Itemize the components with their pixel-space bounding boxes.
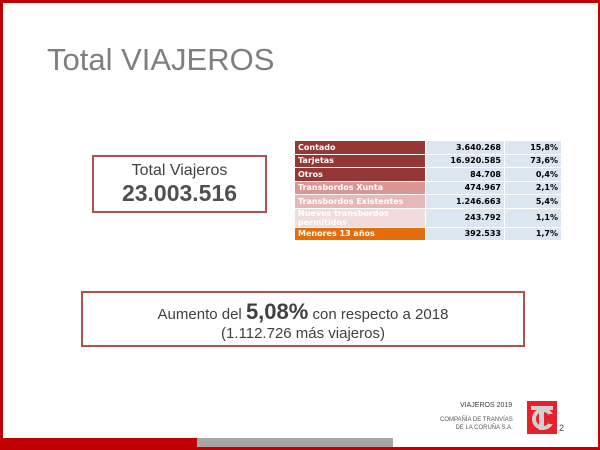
cell-label: Transbordos Xunta [295,181,425,194]
company-line2: DE LA CORUÑA S.A. [455,425,513,431]
frame-bottom [0,447,600,450]
frame-left [0,0,3,450]
cell-pct: 5,4% [505,195,561,208]
company-line1: COMPAÑÍA DE TRANVÍAS [440,417,513,423]
table-row: Nuevos transbordos permitidos 243.792 1,1% [295,208,561,227]
increase-suffix: con respecto a 2018 [308,306,449,323]
increase-prefix: Aumento del [157,306,246,323]
cell-label: Contado [295,141,425,154]
table-row: Tarjetas 16.920.585 73,6% [295,154,561,167]
footer-band-red [0,438,197,450]
cell-value: 3.640.268 [426,141,504,154]
cell-pct: 1,1% [505,208,561,227]
cell-value: 243.792 [426,208,504,227]
cell-value: 1.246.663 [426,195,504,208]
cell-label: Nuevos transbordos permitidos [295,208,425,227]
footer-band-gray [197,438,393,447]
cell-pct: 15,8% [505,141,561,154]
company-logo [527,401,557,434]
increase-box: Aumento del 5,08% con respecto a 2018 (1… [81,291,525,347]
cell-pct: 2,1% [505,181,561,194]
table-row: Transbordos Xunta 474.967 2,1% [295,181,561,194]
cell-pct: 1,7% [505,227,561,240]
table-row: Contado 3.640.268 15,8% [295,141,561,154]
cell-value: 392.533 [426,227,504,240]
cell-value: 16.920.585 [426,154,504,167]
total-value: 23.003.516 [121,180,238,206]
cell-pct: 0,4% [505,168,561,181]
cell-value: 474.967 [426,181,504,194]
cell-label: Tarjetas [295,154,425,167]
frame-top [0,0,600,3]
total-box: Total Viajeros 23.003.516 [92,155,267,213]
footer-section: VIAJEROS 2019 [460,402,513,409]
breakdown-table: Contado 3.640.268 15,8% Tarjetas 16.920.585 7… [294,140,562,241]
page-title: Total VIAJEROS [47,42,275,77]
table-row: Transbordos Existentes 1.246.663 5,4% [295,195,561,208]
frame-right [598,0,600,450]
table-row: Otros 84.708 0,4% [295,168,561,181]
cell-pct: 73,6% [505,154,561,167]
page-number: 2 [559,423,565,433]
footer-company: COMPAÑÍA DE TRANVÍAS DE LA CORUÑA S.A. [440,416,513,432]
table-row: Menores 13 años 392.533 1,7% [295,227,561,240]
increase-pct: 5,08% [245,299,309,324]
cell-value: 84.708 [426,168,504,181]
cell-label: Transbordos Existentes [295,195,425,208]
increase-detail: (1.112.726 más viajeros) [221,325,385,342]
cell-label: Otros [295,168,425,181]
total-label: Total Viajeros [131,162,228,179]
cell-label: Menores 13 años [295,227,425,240]
